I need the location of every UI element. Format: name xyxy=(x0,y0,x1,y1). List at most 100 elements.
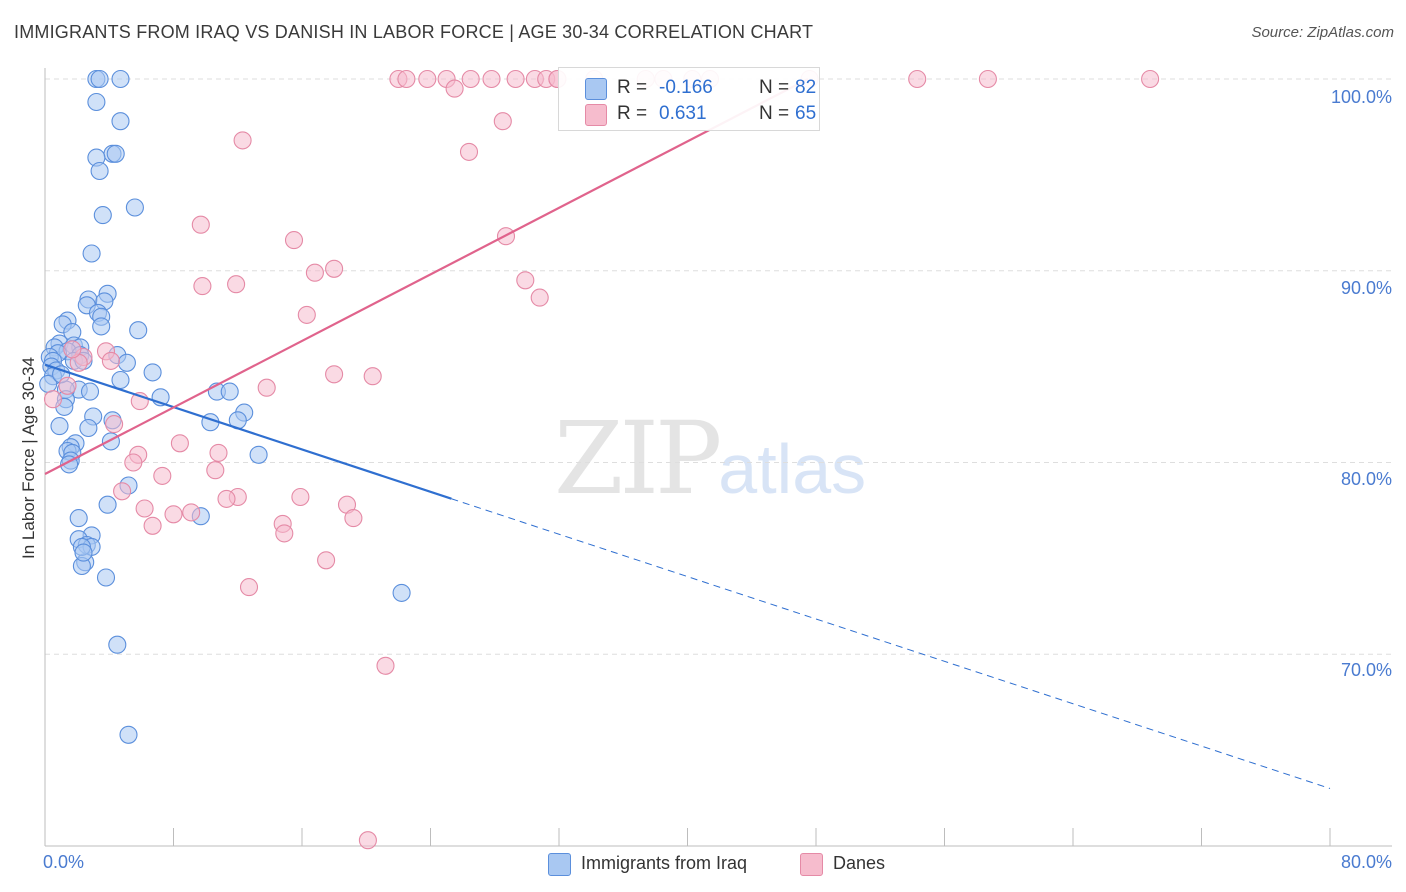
n-label: N = xyxy=(759,103,790,124)
point-iraq-21 xyxy=(129,321,148,340)
point-danes-60 xyxy=(143,516,162,535)
point-danes-54 xyxy=(291,487,310,507)
point-danes-20 xyxy=(445,79,464,98)
n-value: 65 xyxy=(795,103,817,124)
point-danes-46 xyxy=(209,443,228,462)
x-tick-label-min: 0.0% xyxy=(43,852,85,872)
point-danes-36 xyxy=(101,351,120,370)
point-iraq-11 xyxy=(82,244,101,263)
point-danes-57 xyxy=(182,503,201,522)
point-danes-62 xyxy=(275,524,294,543)
point-iraq-38 xyxy=(143,363,162,382)
point-iraq-78 xyxy=(119,725,138,744)
point-iraq-1 xyxy=(90,69,109,89)
source-credit: Source: ZipAtlas.com xyxy=(1251,24,1394,41)
r-label: R = xyxy=(617,77,648,98)
point-danes-39 xyxy=(363,367,382,386)
y-tick-label-90: 90.0% xyxy=(1340,278,1392,298)
point-iraq-75 xyxy=(96,568,116,587)
point-danes-40 xyxy=(58,376,77,395)
legend-swatch-danes xyxy=(800,853,823,876)
stats-legend: R = -0.166 N = 82 R = 0.631 N = 65 xyxy=(558,67,820,131)
point-danes-18 xyxy=(978,69,997,89)
point-danes-22 xyxy=(233,131,252,150)
point-iraq-77 xyxy=(108,635,127,654)
point-danes-2 xyxy=(418,69,437,89)
point-danes-56 xyxy=(135,499,154,518)
point-iraq-10 xyxy=(93,206,112,225)
trendline-iraq-solid xyxy=(44,363,452,500)
watermark: ZIPatlas xyxy=(554,400,866,517)
point-danes-32 xyxy=(227,275,246,294)
point-danes-38 xyxy=(325,365,344,384)
point-iraq-6 xyxy=(106,144,125,163)
legend-label-iraq: Immigrants from Iraq xyxy=(581,853,748,873)
point-iraq-43 xyxy=(80,382,100,401)
point-danes-4 xyxy=(461,69,480,89)
point-iraq-47 xyxy=(220,382,239,401)
point-iraq-35 xyxy=(117,353,136,372)
x-tick-label-max: 80.0% xyxy=(1340,852,1392,872)
watermark-zip: ZIP xyxy=(554,400,722,517)
point-iraq-68 xyxy=(69,509,88,528)
point-iraq-4 xyxy=(111,112,130,131)
point-danes-51 xyxy=(113,482,132,501)
point-danes-66 xyxy=(358,831,377,850)
point-danes-24 xyxy=(191,215,210,234)
trendline-danes xyxy=(44,78,809,475)
r-value: -0.166 xyxy=(659,77,713,98)
point-danes-64 xyxy=(239,578,259,597)
point-danes-63 xyxy=(317,551,336,570)
point-iraq-9 xyxy=(125,198,144,217)
legend-label-danes: Danes xyxy=(833,853,886,873)
point-danes-30 xyxy=(530,288,549,307)
point-iraq-66 xyxy=(98,495,117,514)
point-danes-43 xyxy=(43,390,63,409)
point-iraq-57 xyxy=(101,432,120,451)
point-danes-1 xyxy=(397,69,416,89)
point-danes-25 xyxy=(284,231,304,250)
chart-title: IMMIGRANTS FROM IRAQ VS DANISH IN LABOR … xyxy=(14,22,814,42)
n-label: N = xyxy=(759,77,790,98)
point-danes-44 xyxy=(105,415,124,434)
y-tick-label-80: 80.0% xyxy=(1340,469,1392,489)
point-danes-23 xyxy=(459,142,479,161)
swatch-danes xyxy=(585,104,607,126)
point-iraq-40 xyxy=(111,370,130,390)
point-danes-65 xyxy=(376,656,395,675)
point-iraq-56 xyxy=(50,417,69,436)
r-value: 0.631 xyxy=(659,103,707,124)
point-danes-17 xyxy=(908,69,927,89)
point-danes-29 xyxy=(516,271,535,290)
swatch-iraq xyxy=(585,78,607,100)
point-danes-5 xyxy=(482,69,501,89)
watermark-atlas: atlas xyxy=(718,430,867,508)
point-danes-48 xyxy=(124,453,143,472)
point-danes-67 xyxy=(63,340,82,359)
point-danes-33 xyxy=(297,305,316,324)
point-iraq-3 xyxy=(87,92,106,112)
point-danes-53 xyxy=(217,489,236,508)
n-value: 82 xyxy=(795,77,817,98)
point-iraq-62 xyxy=(249,445,268,464)
point-danes-49 xyxy=(206,461,225,480)
point-danes-41 xyxy=(257,378,276,397)
point-danes-27 xyxy=(305,263,324,282)
point-danes-31 xyxy=(193,277,212,296)
trendline-iraq-dashed xyxy=(451,498,1331,789)
point-danes-28 xyxy=(325,259,344,278)
point-danes-21 xyxy=(493,112,512,131)
point-iraq-55 xyxy=(79,418,98,438)
point-danes-19 xyxy=(1141,69,1160,89)
point-iraq-8 xyxy=(90,161,109,181)
point-danes-59 xyxy=(344,509,363,528)
r-label: R = xyxy=(617,103,648,124)
y-tick-label-100: 100.0% xyxy=(1330,87,1392,107)
point-iraq-20 xyxy=(92,317,111,336)
point-iraq-76 xyxy=(392,583,411,602)
y-axis-label: In Labor Force | Age 30-34 xyxy=(19,357,38,559)
point-danes-45 xyxy=(170,434,189,453)
legend-swatch-iraq xyxy=(548,853,571,876)
point-iraq-80 xyxy=(74,543,93,562)
